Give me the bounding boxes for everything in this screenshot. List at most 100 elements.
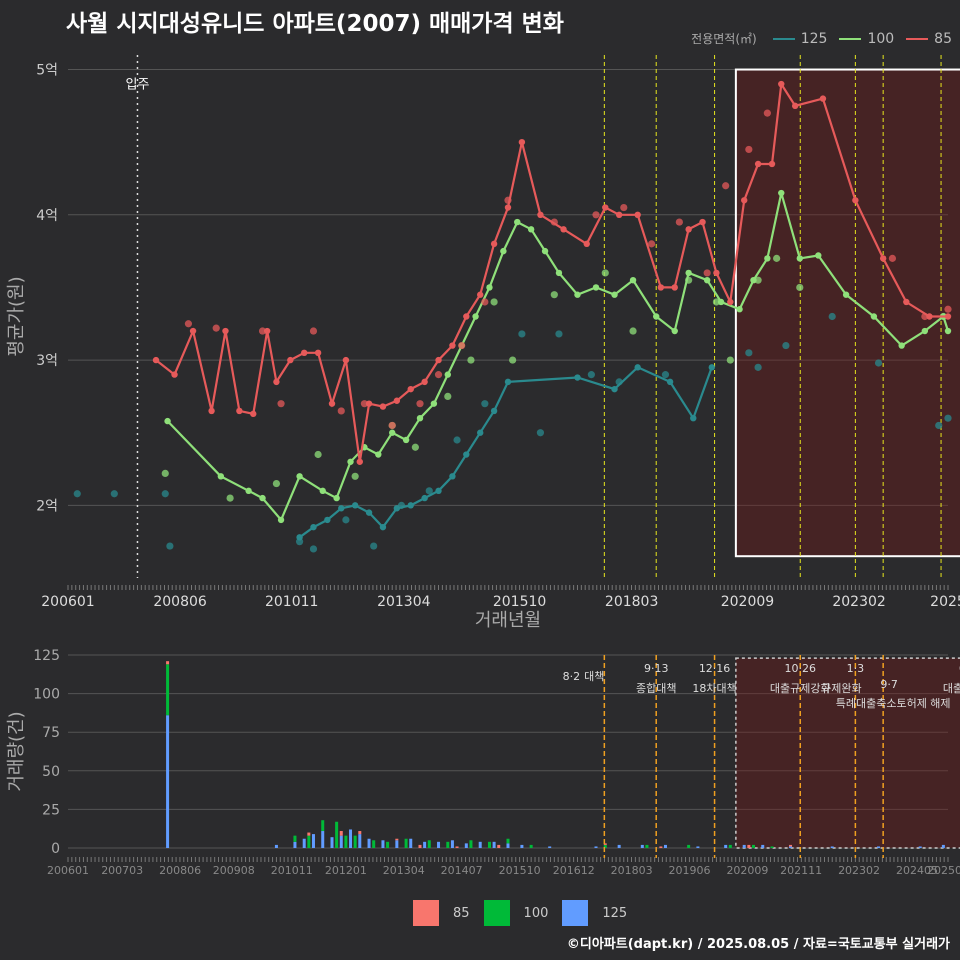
line-point-100 [444, 371, 451, 378]
scatter-point-100 [314, 450, 322, 459]
line-point-85 [379, 523, 387, 531]
volume-bar-125 [918, 846, 922, 848]
legend-bottom-label-100: 100 [523, 905, 549, 921]
line-point-100 [750, 276, 757, 284]
line-point-100 [944, 327, 952, 335]
volume-x-tick-label: 202009 [726, 864, 768, 877]
volume-bar-100 [166, 664, 170, 716]
line-point-100 [217, 473, 225, 480]
volume-bar-100 [386, 841, 390, 848]
legend-bottom-item-85[interactable]: 85 [413, 900, 470, 926]
volume-y-tick-label: 25 [42, 802, 60, 818]
scatter-point-85 [161, 490, 169, 498]
volume-bar-100 [687, 844, 691, 848]
legend-bottom-label-125: 125 [602, 905, 628, 921]
volume-bar-100 [506, 838, 510, 844]
volume-bar-100 [603, 844, 607, 848]
scatter-point-85 [782, 341, 790, 350]
line-point-125 [393, 397, 401, 404]
scatter-point-85 [481, 400, 489, 408]
line-point-125 [671, 284, 678, 291]
policy-date: 12·16 [699, 662, 731, 675]
volume-bar-100 [728, 844, 732, 848]
volume-bar-100 [487, 841, 491, 848]
legend-item-125[interactable]: 125 [772, 30, 828, 47]
scatter-point-85 [555, 330, 563, 338]
legend-label-85: 85 [934, 30, 952, 47]
line-point-125 [250, 410, 257, 418]
line-point-125 [879, 255, 887, 262]
line-point-100 [541, 247, 549, 255]
line-point-85 [435, 487, 442, 495]
scatter-point-85 [874, 359, 883, 367]
line-point-125 [791, 102, 799, 110]
volume-bar-125 [450, 840, 454, 848]
scatter-point-125 [434, 371, 443, 379]
line-point-100 [430, 400, 438, 407]
legend-swatch-125 [772, 37, 795, 40]
volume-y-axis-label: 거래량(건) [6, 711, 27, 791]
line-point-125 [583, 240, 590, 248]
volume-bar-100 [751, 844, 755, 848]
line-point-100 [245, 487, 252, 495]
scatter-point-100 [629, 327, 637, 335]
scatter-point-85 [166, 542, 174, 550]
line-point-100 [402, 436, 410, 444]
volume-bar-125 [166, 715, 170, 848]
line-point-125 [713, 269, 720, 277]
legend-label-125: 125 [800, 30, 828, 47]
legend-item-100[interactable]: 100 [839, 31, 894, 47]
line-point-125 [222, 327, 229, 335]
volume-x-tick-label: 201011 [271, 864, 313, 877]
line-point-125 [263, 327, 271, 335]
volume-x-tick-label: 201304 [383, 864, 425, 877]
line-point-125 [342, 356, 350, 364]
volume-bar-125 [640, 844, 644, 848]
volume-bar-85 [358, 831, 362, 835]
policy-date: 9·13 [644, 662, 669, 675]
x-tick-label: 202009 [721, 594, 774, 610]
scatter-point-85 [110, 490, 118, 498]
volume-bar-85 [455, 846, 459, 848]
volume-bar-125 [742, 844, 746, 848]
scatter-point-100 [411, 443, 419, 451]
scatter-point-100 [796, 283, 804, 292]
legend-bottom-item-100[interactable]: 100 [483, 900, 549, 926]
policy-date: 6·27 [959, 662, 960, 675]
volume-bar-125 [506, 843, 510, 848]
volume-highlight-box [735, 657, 960, 849]
y-tick-label: 4억 [36, 208, 58, 224]
volume-bar-100 [372, 840, 376, 848]
volume-bar-100 [446, 841, 450, 848]
policy-label: 종합대책 [636, 682, 676, 695]
y-tick-label: 3억 [36, 353, 58, 369]
scatter-point-100 [490, 298, 498, 306]
scatter-point-100 [226, 494, 234, 502]
line-point-100 [296, 473, 303, 480]
legend-item-85[interactable]: 85 [906, 31, 952, 47]
line-point-125 [699, 218, 706, 226]
scatter-point-85 [745, 349, 753, 357]
legend-bottom-item-125[interactable]: 125 [562, 900, 627, 926]
line-point-125 [356, 458, 363, 465]
volume-bar-85 [789, 844, 793, 847]
line-point-125 [421, 378, 428, 386]
line-point-125 [407, 385, 414, 393]
volume-bar-100 [321, 820, 325, 832]
volume-bar-125 [381, 840, 385, 848]
line-point-85 [351, 502, 359, 509]
line-point-85 [365, 509, 373, 516]
policy-date: 9·7 [880, 678, 898, 691]
line-point-100 [375, 451, 382, 458]
volume-bar-85 [659, 846, 663, 848]
policy-label: 대책 [584, 670, 604, 683]
volume-bar-125 [409, 838, 413, 848]
line-point-100 [514, 218, 521, 226]
volume-x-tick-label: 202507 [927, 864, 960, 877]
scatter-point-125 [277, 400, 285, 408]
line-point-100 [653, 313, 660, 320]
legend-title: 전용면적(㎡) [691, 32, 757, 46]
line-point-125 [615, 211, 623, 219]
legend-bottom-swatch-125 [562, 900, 589, 926]
volume-x-tick-label: 201201 [325, 864, 367, 877]
